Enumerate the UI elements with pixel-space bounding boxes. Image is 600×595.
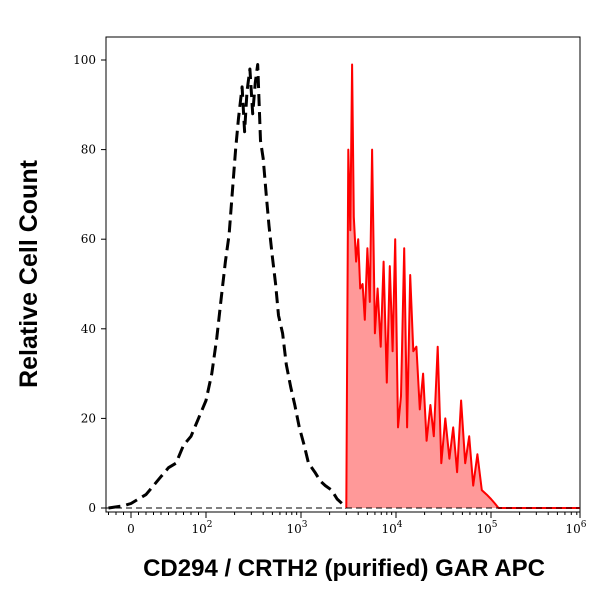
series-layer <box>106 63 580 510</box>
y-axis-title: Relative Cell Count <box>15 159 43 387</box>
series-0-line <box>108 63 348 510</box>
series-1-line <box>345 63 580 509</box>
x-tick-label: 103 <box>286 520 307 536</box>
y-tick-label: 60 <box>81 232 96 246</box>
x-tick-label: 0 <box>127 522 135 536</box>
tick-layer: 0 20 40 60 80 100 0 102 103 104 105 106 <box>73 53 587 536</box>
x-tick-label: 102 <box>191 520 212 536</box>
x-tick-label: 106 <box>565 520 586 536</box>
y-tick-label: 40 <box>81 322 96 336</box>
y-tick-label: 80 <box>81 143 96 157</box>
y-tick-label: 100 <box>73 53 96 67</box>
x-tick-label: 105 <box>476 520 497 536</box>
x-axis-title: CD294 / CRTH2 (purified) GAR APC <box>143 555 545 582</box>
y-tick-label: 20 <box>81 411 96 425</box>
y-tick-label: 0 <box>88 501 96 515</box>
series-1-fill <box>346 64 580 508</box>
x-tick-label: 104 <box>381 520 402 536</box>
plot-frame <box>105 36 581 513</box>
